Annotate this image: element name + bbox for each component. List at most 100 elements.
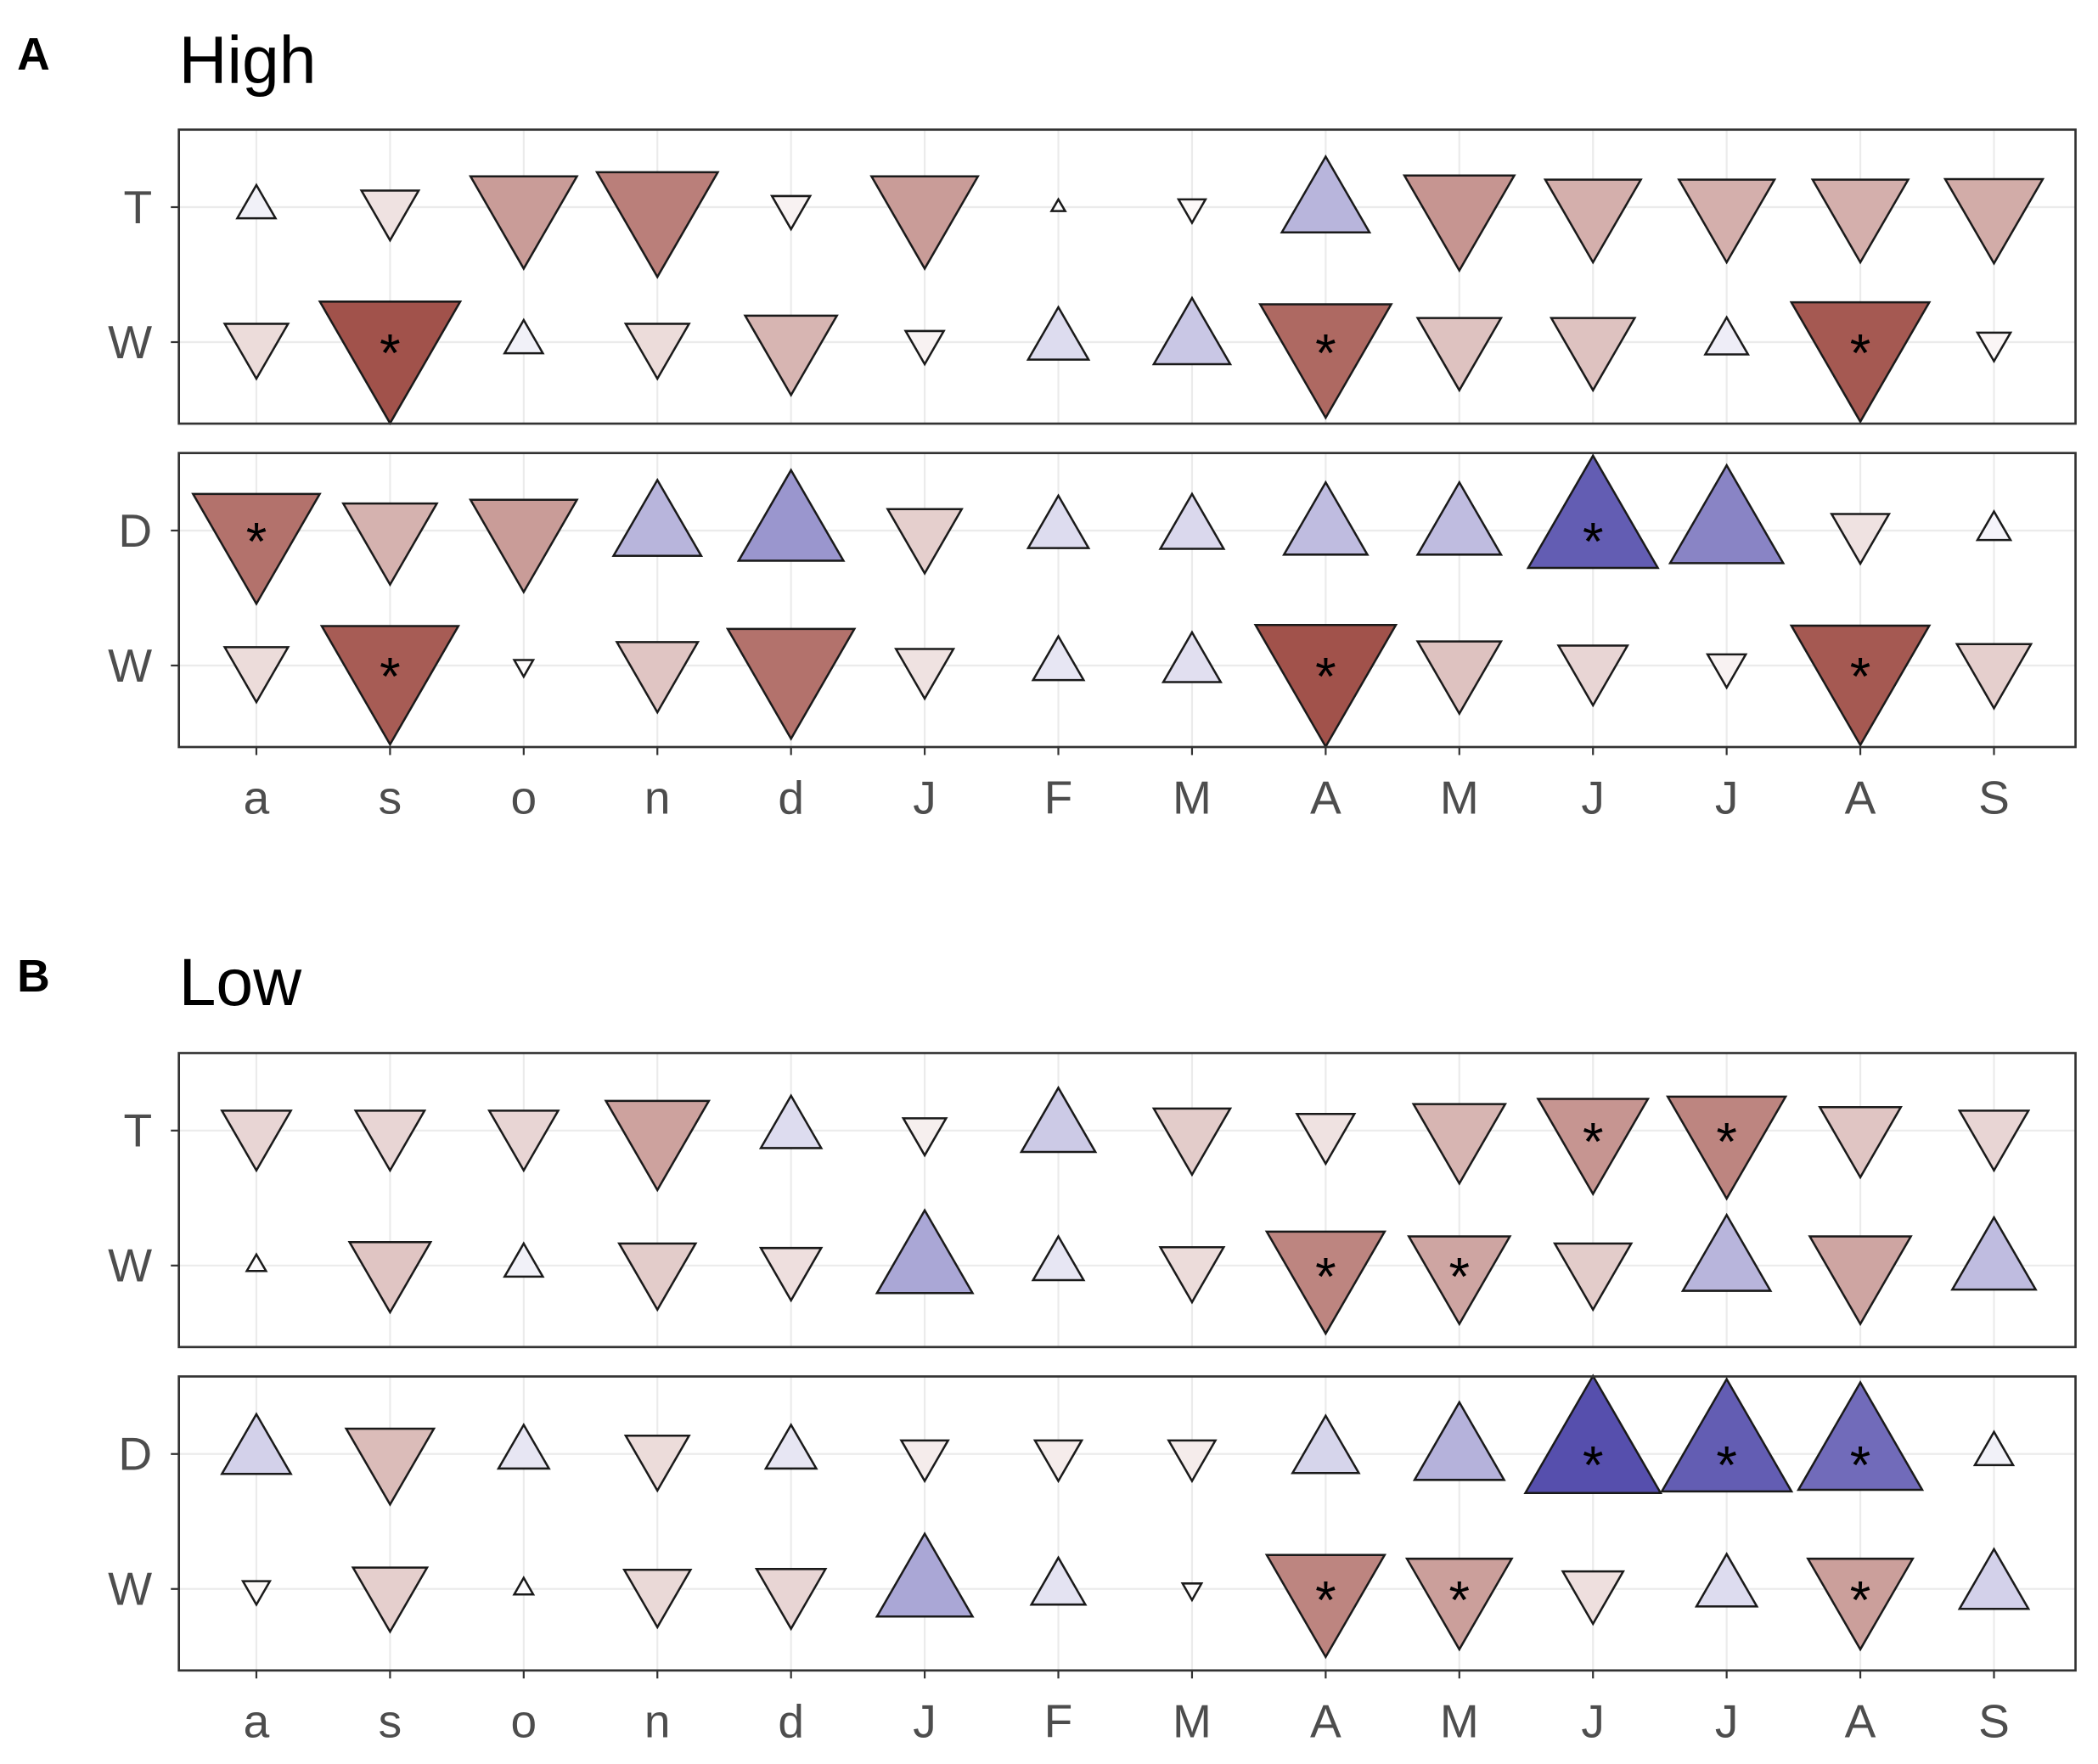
x-tick-label-low-13: A — [1845, 1695, 1876, 1748]
triangle-low-facet1-w-4 — [617, 1242, 698, 1312]
x-tick-label-high-5: d — [778, 772, 804, 824]
significance-asterisk-high-facet2-w-13: * — [1850, 648, 1871, 707]
x-tick-label-high-11: J — [1581, 772, 1605, 824]
panel-a: A High * * * T W * * * * * D Wa s o n d J F M A M J J A S — [17, 23, 2077, 824]
triangle-high-facet1-t-6 — [869, 175, 980, 271]
triangle-high-facet1-t-3 — [468, 175, 579, 271]
triangle-high-facet1-w-1 — [222, 323, 290, 381]
triangle-high-facet1-t-10 — [1402, 174, 1516, 273]
plot-area-low: * * * * T W * * * * * * D Wa s o n d J F M A M J J A S — [108, 1052, 2077, 1748]
triangle-low-facet2-d-7 — [1032, 1439, 1084, 1484]
triangle-low-facet2-d-2 — [344, 1427, 436, 1507]
significance-asterisk-low-facet1-t-11: * — [1583, 1112, 1603, 1171]
triangle-high-facet2-d-2 — [341, 502, 439, 587]
facet-border — [177, 128, 2077, 425]
facet-background — [178, 1376, 2076, 1671]
facet-background — [178, 1053, 2076, 1347]
triangle-low-facet2-w-6 — [875, 1531, 975, 1618]
triangle-low-facet1-w-14 — [1950, 1215, 2038, 1291]
significance-asterisk-high-facet2-d-11: * — [1583, 513, 1603, 572]
x-tick-label-high-2: s — [379, 772, 402, 824]
triangle-low-facet2-d-3 — [496, 1422, 551, 1470]
triangle-low-facet2-w-10 — [1404, 1557, 1514, 1652]
triangle-low-facet1-t-9 — [1295, 1113, 1357, 1166]
x-tick-label-high-14: S — [1978, 772, 2010, 824]
significance-asterisk-low-facet1-w-9: * — [1315, 1247, 1336, 1306]
triangle-low-facet1-t-11 — [1536, 1098, 1651, 1196]
facet-high-2: * * * * * — [171, 452, 2077, 750]
triangle-low-facet2-w-2 — [351, 1566, 430, 1634]
triangle-low-facet2-w-8 — [1180, 1582, 1204, 1603]
triangle-low-facet2-w-11 — [1561, 1570, 1625, 1626]
x-tick-label-high-3: o — [511, 772, 537, 824]
triangle-low-facet2-w-4 — [622, 1569, 693, 1630]
x-tick-label-low-8: M — [1173, 1695, 1212, 1748]
y-tick-label-high-facet1-w: W — [108, 316, 152, 368]
x-tick-label-high-4: n — [644, 772, 671, 824]
significance-asterisk-low-facet2-d-11: * — [1583, 1435, 1603, 1495]
significance-asterisk-low-facet2-w-9: * — [1315, 1570, 1336, 1630]
triangle-high-facet1-t-14 — [1943, 177, 2045, 266]
significance-asterisk-high-facet1-w-2: * — [380, 324, 401, 384]
triangle-high-facet1-w-8 — [1151, 295, 1233, 366]
triangle-low-facet2-d-1 — [220, 1412, 293, 1475]
x-tick-label-high-6: J — [913, 772, 937, 824]
panel-title-high: High — [179, 23, 317, 98]
triangle-high-facet2-w-8 — [1161, 630, 1223, 683]
triangle-low-facet2-d-9 — [1291, 1413, 1361, 1475]
triangle-low-facet1-w-6 — [875, 1208, 975, 1295]
triangle-low-facet1-w-1 — [245, 1252, 268, 1272]
triangle-low-facet2-d-12 — [1660, 1377, 1794, 1493]
triangle-high-facet1-w-13 — [1789, 301, 1932, 424]
y-tick-label-low-facet1-t: T — [124, 1104, 153, 1157]
y-tick-label-high-facet2-d: D — [118, 504, 152, 557]
triangle-high-facet2-w-7 — [1031, 634, 1086, 682]
x-tick-label-low-12: J — [1715, 1695, 1739, 1748]
triangle-low-facet1-t-5 — [758, 1093, 824, 1149]
triangle-low-facet2-w-5 — [754, 1568, 828, 1632]
triangle-high-facet2-w-3 — [512, 659, 536, 679]
triangle-high-facet1-t-12 — [1677, 178, 1777, 265]
x-tick-label-low-5: d — [778, 1695, 804, 1748]
triangle-high-facet2-d-11 — [1526, 453, 1660, 570]
facet-border — [177, 1052, 2077, 1349]
triangle-high-facet1-t-5 — [769, 194, 813, 232]
triangle-high-facet1-t-7 — [1049, 197, 1067, 212]
triangle-low-facet2-w-14 — [1957, 1547, 2031, 1610]
triangle-low-facet1-t-7 — [1019, 1085, 1098, 1154]
triangle-low-facet2-w-12 — [1694, 1552, 1759, 1608]
x-tick-label-low-11: J — [1581, 1695, 1605, 1748]
x-tick-label-high-1: a — [244, 772, 270, 824]
triangle-low-facet2-d-10 — [1412, 1400, 1506, 1481]
triangle-high-facet1-w-6 — [903, 329, 946, 367]
panel-b: B Low * * * * T W * * * * * * D Wa s o n d J F M A M J J A S — [17, 945, 2077, 1748]
triangle-high-facet2-w-13 — [1789, 624, 1932, 748]
triangle-low-facet1-t-6 — [901, 1117, 948, 1158]
triangle-low-facet2-w-9 — [1264, 1553, 1386, 1660]
triangle-high-facet1-w-3 — [503, 317, 545, 355]
x-tick-label-high-10: M — [1440, 772, 1479, 824]
triangle-high-facet2-w-12 — [1705, 653, 1748, 690]
y-tick-label-low-facet2-d: D — [118, 1428, 152, 1480]
triangle-high-facet1-w-9 — [1258, 303, 1393, 420]
x-tick-label-high-13: A — [1845, 772, 1876, 824]
triangle-high-facet2-d-8 — [1158, 492, 1226, 550]
x-tick-label-low-10: M — [1440, 1695, 1479, 1748]
x-tick-label-low-3: o — [511, 1695, 537, 1748]
triangle-low-facet2-d-4 — [623, 1434, 691, 1493]
significance-asterisk-high-facet2-w-2: * — [380, 648, 401, 707]
triangle-high-facet2-d-3 — [468, 498, 579, 594]
triangle-high-facet1-t-2 — [359, 189, 421, 243]
y-tick-label-high-facet1-t: T — [124, 181, 153, 233]
triangle-low-facet1-t-8 — [1151, 1107, 1233, 1177]
triangle-low-facet1-w-12 — [1680, 1212, 1773, 1292]
triangle-high-facet1-w-5 — [743, 314, 839, 397]
triangle-low-facet2-d-14 — [1972, 1430, 2016, 1467]
triangle-high-facet2-d-7 — [1026, 493, 1091, 549]
triangle-high-facet1-w-12 — [1703, 315, 1751, 356]
x-tick-label-low-4: n — [644, 1695, 671, 1748]
triangle-high-facet2-w-9 — [1253, 624, 1398, 750]
significance-asterisk-low-facet2-w-13: * — [1850, 1570, 1871, 1630]
triangle-low-facet1-w-10 — [1407, 1235, 1512, 1327]
